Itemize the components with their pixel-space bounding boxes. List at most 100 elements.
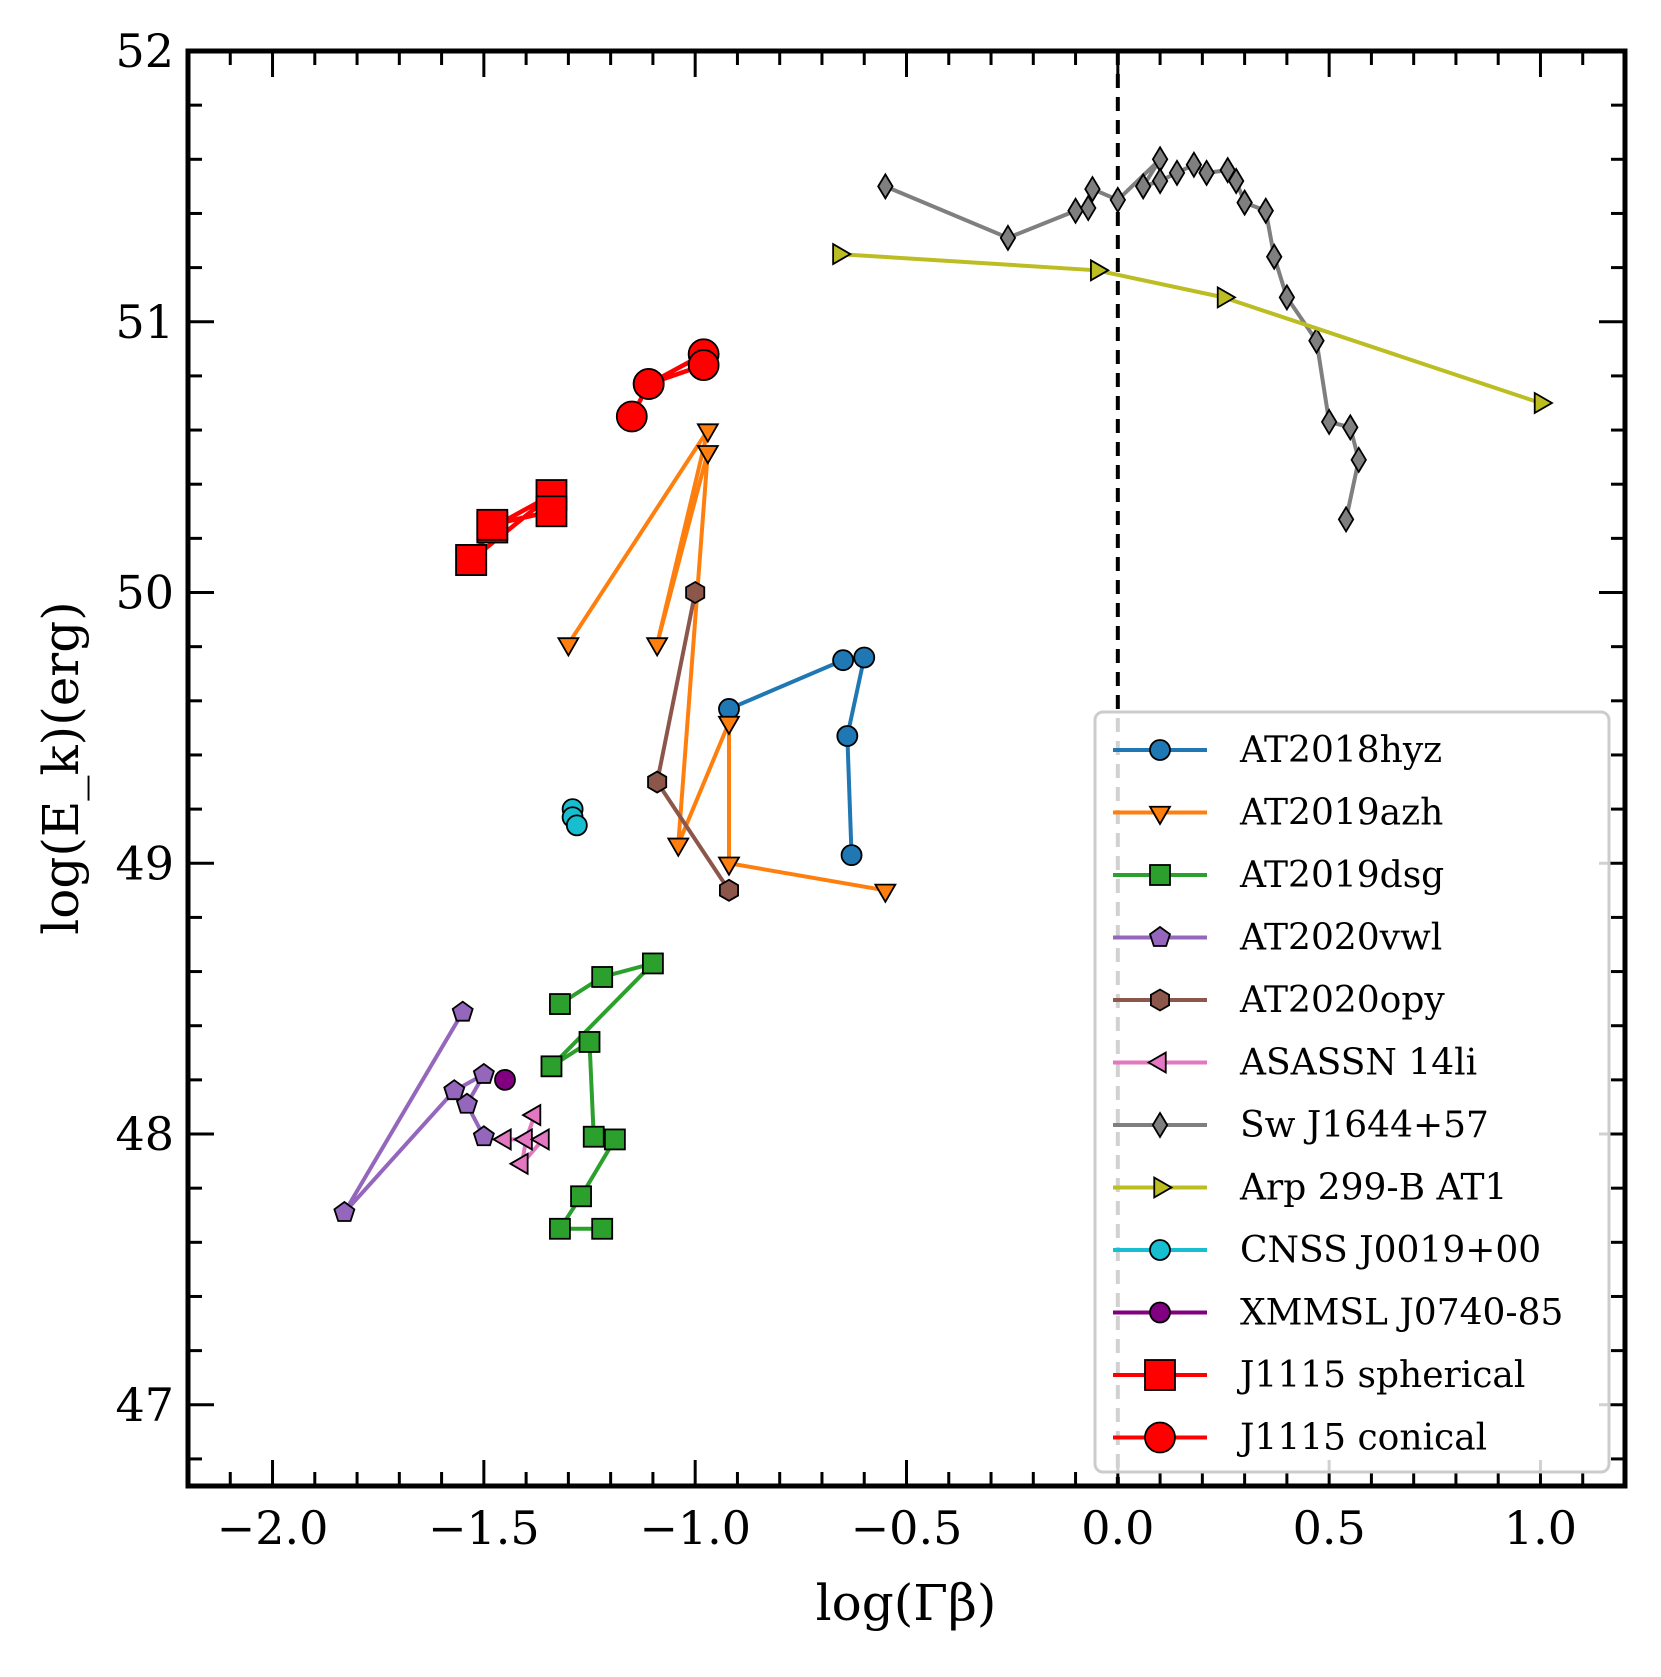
x-tick-label: −2.0 [217,1501,329,1555]
data-point [717,856,741,877]
legend-label: AT2020opy [1239,980,1445,1021]
data-point [455,544,488,576]
legend-label: Sw J1644+57 [1240,1105,1489,1146]
legend-marker [1144,1421,1176,1454]
data-point [565,814,588,837]
data-point [451,1000,474,1022]
series-line [566,428,886,893]
data-point [717,715,741,736]
data-point [540,1055,563,1078]
y-tick-label: 52 [115,24,174,78]
data-point [877,172,894,201]
legend-entry: XMMSL J0740-85 [1113,1293,1563,1334]
data-point [853,646,876,669]
series-j1115-spherical [455,479,568,576]
legend-marker [1149,1239,1171,1261]
data-point [591,966,614,988]
legend-label: AT2020vwl [1239,918,1442,959]
data-point [603,1128,626,1151]
data-point [1257,197,1274,225]
data-point [529,1127,550,1151]
legend-marker [1149,739,1171,761]
data-point [645,637,669,658]
data-point [1236,188,1253,217]
x-tick-label: 1.0 [1504,1501,1577,1555]
x-tick-label: 0.0 [1081,1501,1154,1555]
data-point [1090,258,1110,282]
series-at2018hyz [718,646,876,867]
data-point [508,1152,529,1176]
legend-label: AT2019azh [1239,793,1443,834]
data-point [632,368,665,400]
data-point [832,649,855,672]
data-point [443,1079,466,1101]
data-point [476,508,509,541]
data-point [455,1092,478,1114]
legend-marker [1146,1050,1167,1075]
data-point [685,580,706,605]
data-point [535,495,568,528]
data-point [333,1200,356,1222]
data-point [840,844,863,867]
x-tick-label: −1.0 [639,1501,751,1555]
y-tick-label: 48 [115,1107,174,1161]
y-tick-label: 51 [115,295,174,349]
data-point [494,1068,516,1091]
data-point [521,1103,542,1127]
data-point [591,1217,614,1240]
data-series [333,145,1554,1240]
data-point [1342,413,1359,442]
series-j1115-conical [615,338,720,433]
data-point [1185,150,1203,179]
y-axis-title: log(E_k)(erg) [32,601,90,934]
data-point [1278,283,1296,312]
legend: AT2018hyz AT2019azh AT2019dsg AT2020vwl AT20… [1093,710,1611,1474]
data-point [1533,391,1554,415]
data-point [1067,197,1084,225]
series-line [838,252,1542,405]
legend-marker [1149,1301,1171,1324]
data-point [1320,408,1338,436]
data-point [1151,167,1169,195]
series-at2020vwl [333,1000,495,1222]
legend-label: J1115 spherical [1236,1355,1525,1396]
y-tick-label: 47 [115,1378,174,1432]
legend-entry: AT2018hyz [1113,730,1442,771]
data-point [836,725,859,747]
data-point [1134,172,1152,201]
data-point [687,349,720,381]
legend-marker [1148,925,1172,947]
x-tick-label: −0.5 [851,1501,963,1555]
data-point [832,242,853,266]
series-cnss-j0019-00 [561,798,588,837]
legend-marker [1151,1111,1169,1139]
x-axis-title: log(Γβ) [816,1574,997,1632]
y-tick-label: 49 [115,836,174,890]
data-point [1079,194,1097,222]
legend-entry: AT2020vwl [1113,918,1442,959]
legend-label: XMMSL J0740-85 [1240,1293,1563,1334]
legend-label: AT2019dsg [1239,855,1444,896]
plot-frame [185,48,1628,1489]
y-tick-label: 50 [115,566,174,620]
data-point [1265,243,1283,271]
legend-label: ASASSN 14li [1239,1043,1477,1084]
legend-entry: ASASSN 14li [1113,1043,1477,1084]
legend-marker [1153,1175,1174,1200]
data-point [999,224,1017,252]
data-point [1084,175,1101,203]
tick-labels: −2.0 −1.5 −1.0 −0.5 0.0 0.5 1.0 47 48 49 50 51 52 [115,24,1577,1555]
legend-marker [1144,1359,1176,1391]
legend-marker [1149,864,1171,886]
series-at2019azh [556,423,897,904]
data-point [647,770,668,794]
data-point [582,1125,605,1148]
legend-entry: AT2019dsg [1113,855,1444,896]
legend-entry: Arp 299-B AT1 [1113,1168,1507,1209]
legend-marker [1148,805,1172,826]
data-point [1337,505,1355,534]
legend-label: Arp 299-B AT1 [1239,1168,1507,1209]
legend-label: J1115 conical [1236,1418,1487,1459]
data-point [666,837,690,858]
data-point [491,1127,512,1151]
